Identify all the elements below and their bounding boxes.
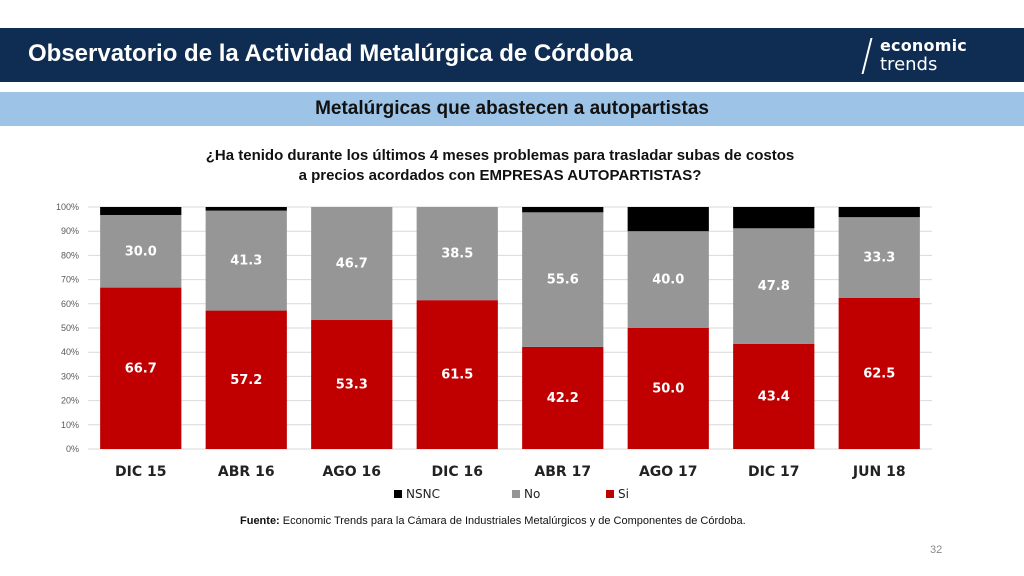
data-label-si: 57.2 bbox=[230, 373, 262, 388]
stacked-bar-chart: 0% 10% 20% 30% 40% 50% 60% 70% 80% 90% 100% 66.7 30… bbox=[56, 202, 932, 501]
x-tick-label: AGO 16 bbox=[322, 464, 381, 480]
bar-segment-nsnc bbox=[205, 207, 287, 211]
chart-bars bbox=[100, 207, 920, 449]
legend-label-si: Si bbox=[618, 487, 629, 501]
chart-title-line2: a precios acordados con EMPRESAS AUTOPAR… bbox=[298, 167, 702, 184]
logo-line1: economic bbox=[880, 36, 967, 55]
y-tick-label: 40% bbox=[61, 347, 79, 357]
y-tick-label: 0% bbox=[66, 444, 79, 454]
x-tick-label: AGO 17 bbox=[639, 464, 698, 480]
chart-data-labels: 66.7 30.0 57.2 41.3 53.3 46.7 61.5 38.5 42.2 55.6… bbox=[125, 244, 896, 406]
bar-segment-no bbox=[838, 217, 920, 298]
bar-segment-si bbox=[100, 287, 182, 449]
source-label: Fuente: bbox=[240, 515, 280, 527]
bar-segment-no bbox=[205, 210, 287, 311]
bar-segment-no bbox=[100, 214, 182, 288]
data-label-si: 62.5 bbox=[863, 366, 895, 381]
bar-segment-si bbox=[416, 300, 498, 449]
bar-segment-si bbox=[311, 320, 393, 449]
data-label-no: 30.0 bbox=[125, 244, 157, 259]
data-label-no: 40.0 bbox=[652, 273, 684, 288]
data-label-si: 66.7 bbox=[125, 361, 157, 376]
page-number: 32 bbox=[930, 544, 943, 556]
y-tick-label: 50% bbox=[61, 323, 79, 333]
y-tick-label: 70% bbox=[61, 275, 79, 285]
bar-segment-si bbox=[733, 343, 815, 449]
legend-swatch-nsnc bbox=[394, 490, 402, 498]
data-label-no: 55.6 bbox=[547, 273, 579, 288]
data-label-no: 33.3 bbox=[863, 250, 895, 265]
x-tick-label: ABR 17 bbox=[534, 464, 591, 480]
legend-label-nsnc: NSNC bbox=[406, 487, 440, 501]
economic-trends-logo: economic trends bbox=[861, 36, 1006, 76]
subtitle-bar: Metalúrgicas que abastecen a autopartist… bbox=[0, 92, 1024, 126]
chart-title-line1: ¿Ha tenido durante los últimos 4 meses p… bbox=[205, 147, 795, 164]
y-tick-label: 90% bbox=[61, 226, 79, 236]
data-label-si: 50.0 bbox=[652, 382, 684, 397]
data-label-no: 46.7 bbox=[336, 257, 368, 272]
bar-segment-nsnc bbox=[838, 207, 920, 218]
bar-segment-nsnc bbox=[733, 207, 815, 229]
y-tick-label: 20% bbox=[61, 396, 79, 406]
logo-line2: trends bbox=[880, 54, 938, 75]
bar-segment-si bbox=[522, 346, 604, 449]
y-tick-label: 80% bbox=[61, 250, 79, 260]
section-subtitle: Metalúrgicas que abastecen a autopartist… bbox=[315, 98, 709, 119]
chart-title: ¿Ha tenido durante los últimos 4 meses p… bbox=[100, 146, 900, 186]
bar-segment-nsnc bbox=[522, 207, 604, 213]
data-label-si: 53.3 bbox=[336, 378, 368, 393]
y-tick-label: 60% bbox=[61, 299, 79, 309]
data-label-no: 47.8 bbox=[758, 279, 790, 294]
x-tick-label: DIC 15 bbox=[115, 464, 166, 480]
chart-legend: NSNC No Si bbox=[394, 487, 629, 501]
y-axis: 0% 10% 20% 30% 40% 50% 60% 70% 80% 90% 100% bbox=[56, 202, 79, 454]
data-label-si: 42.2 bbox=[547, 391, 579, 406]
y-tick-label: 10% bbox=[61, 420, 79, 430]
data-label-no: 41.3 bbox=[230, 254, 262, 269]
bar-segment-no bbox=[627, 231, 709, 328]
data-label-si: 43.4 bbox=[758, 389, 790, 404]
source-note: Fuente: Economic Trends para la Cámara d… bbox=[240, 515, 746, 527]
x-tick-label: DIC 16 bbox=[432, 464, 483, 480]
x-tick-label: ABR 16 bbox=[218, 464, 275, 480]
x-tick-label: DIC 17 bbox=[748, 464, 799, 480]
legend-swatch-si bbox=[606, 490, 614, 498]
x-tick-label: JUN 18 bbox=[852, 464, 906, 480]
bar-segment-no bbox=[733, 228, 815, 344]
y-tick-label: 30% bbox=[61, 371, 79, 381]
bar-segment-si bbox=[838, 297, 920, 449]
bar-segment-no bbox=[522, 212, 604, 347]
data-label-no: 38.5 bbox=[441, 247, 473, 262]
bar-segment-si bbox=[205, 310, 287, 449]
bar-segment-nsnc bbox=[627, 207, 709, 232]
legend-swatch-no bbox=[512, 490, 520, 498]
bar-segment-si bbox=[627, 328, 709, 449]
bar-segment-no bbox=[311, 207, 393, 321]
y-tick-label: 100% bbox=[56, 202, 79, 212]
legend-label-no: No bbox=[524, 487, 540, 501]
x-axis: DIC 15 ABR 16 AGO 16 DIC 16 ABR 17 AGO 17 DIC … bbox=[115, 464, 906, 480]
header-bar: Observatorio de la Actividad Metalúrgica… bbox=[0, 28, 1024, 82]
source-text: Economic Trends para la Cámara de Indust… bbox=[279, 515, 746, 527]
bar-segment-nsnc bbox=[100, 207, 182, 215]
bar-segment-no bbox=[416, 207, 498, 301]
page-title: Observatorio de la Actividad Metalúrgica… bbox=[28, 40, 633, 67]
data-label-si: 61.5 bbox=[441, 368, 473, 383]
